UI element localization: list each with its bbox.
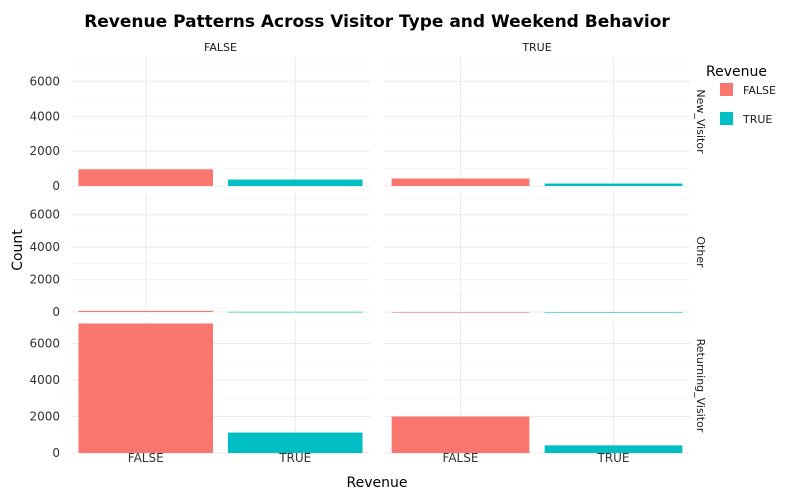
x-tick-label: TRUE [278,451,311,465]
panel-Returning_Visitor-FALSE [71,318,370,454]
x-tick-label: TRUE [596,451,629,465]
x-tick-label: FALSE [128,451,164,465]
y-tick-label: 2000 [29,273,60,287]
facet-row-label: Returning_Visitor [694,339,707,433]
x-axis-ticks: FALSE TRUE FALSE TRUE [128,451,630,465]
bar-New_Visitor-FALSE-FALSE [78,169,214,186]
panel-Returning_Visitor-TRUE [384,318,690,454]
bar-New_Visitor-TRUE-FALSE [391,178,530,186]
bar-Other-FALSE-TRUE [227,311,363,313]
facet-panels [71,57,690,454]
bar-Returning_Visitor-TRUE-TRUE [544,445,683,453]
bar-Returning_Visitor-FALSE-TRUE [227,432,363,453]
y-axis-ticks: 0 2000 4000 6000 0 2000 4000 6000 0 2000 4000 6000 [29,74,60,460]
facet-row-label: Other [694,236,707,268]
bar-Other-FALSE-FALSE [78,310,214,312]
y-tick-label: 4000 [29,240,60,254]
y-tick-label: 4000 [29,373,60,387]
facet-column-strips: FALSE TRUE [204,41,552,54]
facet-row-label: New_Visitor [694,89,707,154]
facet-row-strips: New_Visitor Other Returning_Visitor [694,89,707,432]
y-tick-label: 2000 [29,144,60,158]
panel-Other-FALSE [71,192,370,313]
y-tick-label: 6000 [29,337,60,351]
y-tick-label: 4000 [29,109,60,123]
bar-Returning_Visitor-FALSE-FALSE [78,323,214,453]
bar-Other-TRUE-FALSE [391,312,530,313]
panel-Other-TRUE [384,192,690,313]
panel-New_Visitor-TRUE [384,57,690,187]
y-tick-label: 6000 [29,74,60,88]
legend: Revenue FALSE TRUE [706,64,776,126]
legend-swatch-TRUE [720,112,733,125]
bar-New_Visitor-FALSE-TRUE [227,179,363,186]
x-tick-label: FALSE [443,451,479,465]
y-tick-label: 0 [52,446,60,460]
facet-col-label: FALSE [204,41,237,54]
y-tick-label: 0 [52,305,60,319]
x-axis-title: Revenue [347,475,408,491]
chart-title: Revenue Patterns Across Visitor Type and… [84,12,670,32]
legend-label: TRUE [742,113,772,126]
y-tick-label: 6000 [29,208,60,222]
legend-title: Revenue [706,64,767,80]
bar-Returning_Visitor-TRUE-FALSE [391,416,530,453]
legend-label: FALSE [743,84,776,97]
bar-Other-TRUE-TRUE [544,312,683,313]
y-axis-title: Count [10,229,26,271]
bar-New_Visitor-TRUE-TRUE [544,183,683,186]
y-tick-label: 0 [52,179,60,193]
legend-swatch-FALSE [720,83,733,96]
facet-col-label: TRUE [521,41,551,54]
panel-New_Visitor-FALSE [71,57,370,187]
y-tick-label: 2000 [29,410,60,424]
